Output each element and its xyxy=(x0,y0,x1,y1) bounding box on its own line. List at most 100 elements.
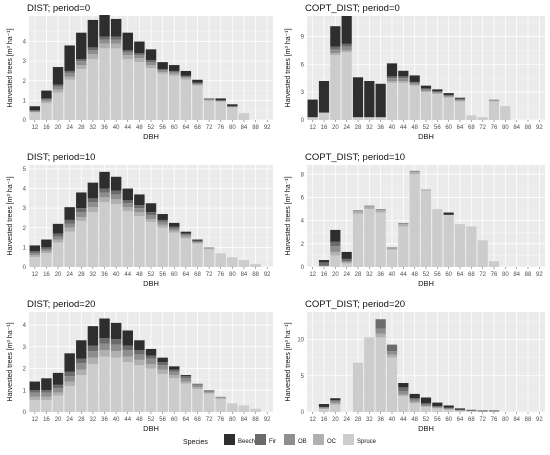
bar-segment-spruce-32 xyxy=(87,59,99,120)
bar-segment-spruce-48 xyxy=(134,365,145,412)
bar-segment-ob-48 xyxy=(134,55,145,59)
bar-segment-spruce-76 xyxy=(215,253,226,267)
x-tick-label: 52 xyxy=(423,125,430,131)
bar-segment-ob-44 xyxy=(122,52,133,56)
bar-segment-oc-52 xyxy=(420,406,432,407)
bar-segment-spruce-32 xyxy=(87,364,99,412)
bar-segment-spruce-48 xyxy=(134,216,145,267)
bar-segment-ob-76 xyxy=(488,99,500,101)
bar-segment-beech-56 xyxy=(157,357,168,362)
bar-segment-fir-44 xyxy=(122,50,133,53)
bar-segment-beech-76 xyxy=(488,410,500,412)
bar-segment-ob-48 xyxy=(409,82,420,85)
bar-segment-fir-24 xyxy=(64,371,75,377)
y-tick-label: 3 xyxy=(301,90,305,96)
x-tick-label: 80 xyxy=(502,417,509,423)
x-tick-label: 12 xyxy=(31,125,38,131)
bar-segment-oc-28 xyxy=(76,65,87,69)
x-tick-label: 52 xyxy=(148,125,155,131)
bar-segment-spruce-12 xyxy=(29,400,41,412)
bar-segment-beech-40 xyxy=(110,18,122,37)
bar-segment-spruce-36 xyxy=(375,117,386,120)
bar-segment-beech-44 xyxy=(122,32,133,51)
x-tick-label: 92 xyxy=(264,417,271,423)
bar-segment-spruce-52 xyxy=(145,368,157,412)
bar-segment-oc-44 xyxy=(122,55,133,60)
bar-segment-oc-56 xyxy=(157,369,168,374)
x-tick-label: 48 xyxy=(136,417,143,423)
bar-segment-spruce-64 xyxy=(454,224,466,267)
bar-segment-ob-48 xyxy=(409,399,420,402)
bar-segment-fir-40 xyxy=(110,339,122,345)
bar-segment-fir-32 xyxy=(87,345,99,352)
panel-title: DIST; period=20 xyxy=(27,299,95,310)
bar-segment-ob-72 xyxy=(203,391,215,393)
bar-segment-spruce-52 xyxy=(420,190,432,267)
x-tick-label: 36 xyxy=(101,417,108,423)
bar-segment-oc-20 xyxy=(330,53,341,55)
bar-segment-oc-40 xyxy=(110,199,122,205)
bar-segment-fir-12 xyxy=(29,251,41,254)
x-tick-label: 24 xyxy=(66,272,73,278)
bar-segment-oc-20 xyxy=(330,251,341,256)
bar-segment-beech-52 xyxy=(420,85,432,89)
bar-segment-spruce-64 xyxy=(454,410,466,412)
bar-segment-spruce-44 xyxy=(122,59,133,120)
x-tick-label: 20 xyxy=(332,272,339,278)
bar-segment-fir-40 xyxy=(110,36,122,40)
x-tick-label: 48 xyxy=(136,125,143,131)
bar-segment-spruce-20 xyxy=(330,55,341,120)
bar-segment-ob-76 xyxy=(215,100,226,102)
bar-segment-beech-64 xyxy=(180,231,192,234)
bar-segment-spruce-28 xyxy=(352,213,364,267)
y-tick-label: 2 xyxy=(23,226,27,232)
legend-swatch-ob xyxy=(284,434,295,445)
x-tick-label: 84 xyxy=(241,272,248,278)
x-tick-label: 60 xyxy=(445,417,452,423)
y-tick-label: 4 xyxy=(23,40,27,46)
panel-title: COPT_DIST; period=10 xyxy=(305,152,405,163)
bar-segment-ob-24 xyxy=(64,72,75,77)
x-tick-label: 68 xyxy=(194,272,201,278)
bar-segment-spruce-24 xyxy=(64,231,75,267)
bar-segment-beech-40 xyxy=(386,63,398,77)
bar-segment-ob-64 xyxy=(454,409,466,411)
bar-segment-ob-20 xyxy=(52,236,64,240)
bar-segment-oc-36 xyxy=(375,333,386,338)
x-tick-label: 12 xyxy=(309,125,316,131)
bar-segment-beech-28 xyxy=(76,340,87,359)
bar-segment-oc-72 xyxy=(203,248,215,250)
y-tick-label: 6 xyxy=(301,62,305,68)
bar-segment-beech-32 xyxy=(364,81,375,118)
bar-segment-beech-40 xyxy=(110,176,122,191)
x-tick-label: 20 xyxy=(332,417,339,423)
x-tick-label: 20 xyxy=(55,272,62,278)
x-tick-label: 24 xyxy=(343,272,350,278)
x-tick-label: 88 xyxy=(252,125,259,131)
bar-segment-spruce-44 xyxy=(398,226,409,267)
bar-segment-beech-20 xyxy=(52,223,64,234)
bar-segment-oc-24 xyxy=(64,76,75,80)
bar-segment-spruce-56 xyxy=(157,73,168,120)
bar-segment-oc-32 xyxy=(87,54,99,60)
bar-segment-oc-44 xyxy=(122,356,133,362)
bar-segment-ob-44 xyxy=(398,390,409,395)
x-tick-label: 80 xyxy=(502,272,509,278)
y-axis-title: Harvested trees [m³ ha⁻¹] xyxy=(7,28,14,107)
x-tick-label: 76 xyxy=(491,417,498,423)
bar-segment-oc-68 xyxy=(192,387,203,390)
bar-segment-ob-60 xyxy=(169,228,180,231)
bar-segment-fir-36 xyxy=(375,319,386,329)
bar-segment-beech-64 xyxy=(454,97,466,99)
x-tick-label: 20 xyxy=(55,417,62,423)
bar-segment-ob-80 xyxy=(227,106,238,108)
bar-segment-oc-20 xyxy=(330,403,341,405)
bar-segment-ob-28 xyxy=(76,212,87,217)
bar-segment-fir-48 xyxy=(134,350,145,355)
x-tick-label: 72 xyxy=(479,417,486,423)
bar-segment-oc-52 xyxy=(145,218,157,222)
bar-segment-ob-20 xyxy=(330,246,341,252)
x-tick-label: 88 xyxy=(525,272,532,278)
